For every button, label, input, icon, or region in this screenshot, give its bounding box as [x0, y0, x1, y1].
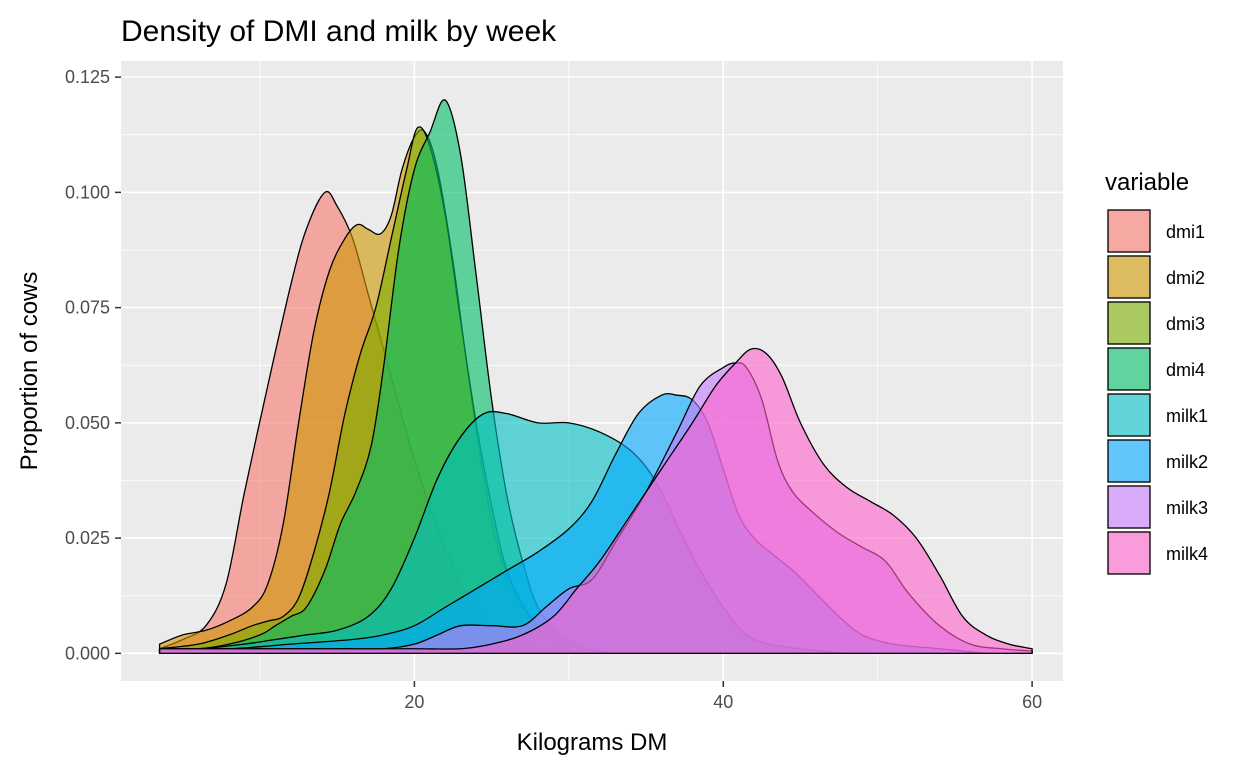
- legend-swatch: [1107, 531, 1151, 575]
- density-areas: [158, 99, 1033, 654]
- x-tick-label: 20: [404, 692, 424, 712]
- legend-label: dmi1: [1166, 222, 1205, 242]
- legend-label: milk4: [1166, 544, 1208, 564]
- legend-item-dmi1: dmi1: [1107, 209, 1205, 253]
- legend-swatch: [1107, 209, 1151, 253]
- x-tick-label: 60: [1022, 692, 1042, 712]
- density-area-milk4: [158, 347, 1033, 654]
- legend-swatch: [1107, 439, 1151, 483]
- y-tick-label: 0.025: [65, 528, 110, 548]
- y-tick-label: 0.125: [65, 67, 110, 87]
- legend-item-milk3: milk3: [1107, 485, 1208, 529]
- y-tick-label: 0.000: [65, 643, 110, 663]
- x-tick-label: 40: [713, 692, 733, 712]
- x-axis: 20 40 60: [404, 681, 1042, 712]
- legend-items: dmi1 dmi2 dmi3 dmi4 milk1 milk2 milk3 milk4: [1107, 209, 1208, 575]
- y-tick-label: 0.075: [65, 298, 110, 318]
- legend-label: dmi3: [1166, 314, 1205, 334]
- legend-item-milk2: milk2: [1107, 439, 1208, 483]
- legend-label: milk2: [1166, 452, 1208, 472]
- y-axis: 0.000 0.025 0.050 0.075 0.100 0.125: [65, 67, 121, 663]
- legend-swatch: [1107, 255, 1151, 299]
- legend-swatch: [1107, 485, 1151, 529]
- legend-swatch: [1107, 301, 1151, 345]
- legend-item-milk1: milk1: [1107, 393, 1208, 437]
- legend-swatch: [1107, 347, 1151, 391]
- legend: variable dmi1 dmi2 dmi3 dmi4 milk1 milk2 milk3…: [1105, 169, 1208, 575]
- legend-title: variable: [1105, 169, 1189, 196]
- x-axis-title: Kilograms DM: [517, 729, 668, 756]
- legend-label: dmi4: [1166, 360, 1205, 380]
- legend-item-dmi4: dmi4: [1107, 347, 1205, 391]
- y-axis-title: Proportion of cows: [16, 272, 43, 471]
- y-tick-label: 0.050: [65, 413, 110, 433]
- legend-swatch: [1107, 393, 1151, 437]
- chart-title: Density of DMI and milk by week: [121, 15, 557, 48]
- legend-label: milk1: [1166, 406, 1208, 426]
- legend-item-dmi2: dmi2: [1107, 255, 1205, 299]
- legend-item-milk4: milk4: [1107, 531, 1208, 575]
- legend-label: milk3: [1166, 498, 1208, 518]
- y-tick-label: 0.100: [65, 182, 110, 202]
- legend-label: dmi2: [1166, 268, 1205, 288]
- legend-item-dmi3: dmi3: [1107, 301, 1205, 345]
